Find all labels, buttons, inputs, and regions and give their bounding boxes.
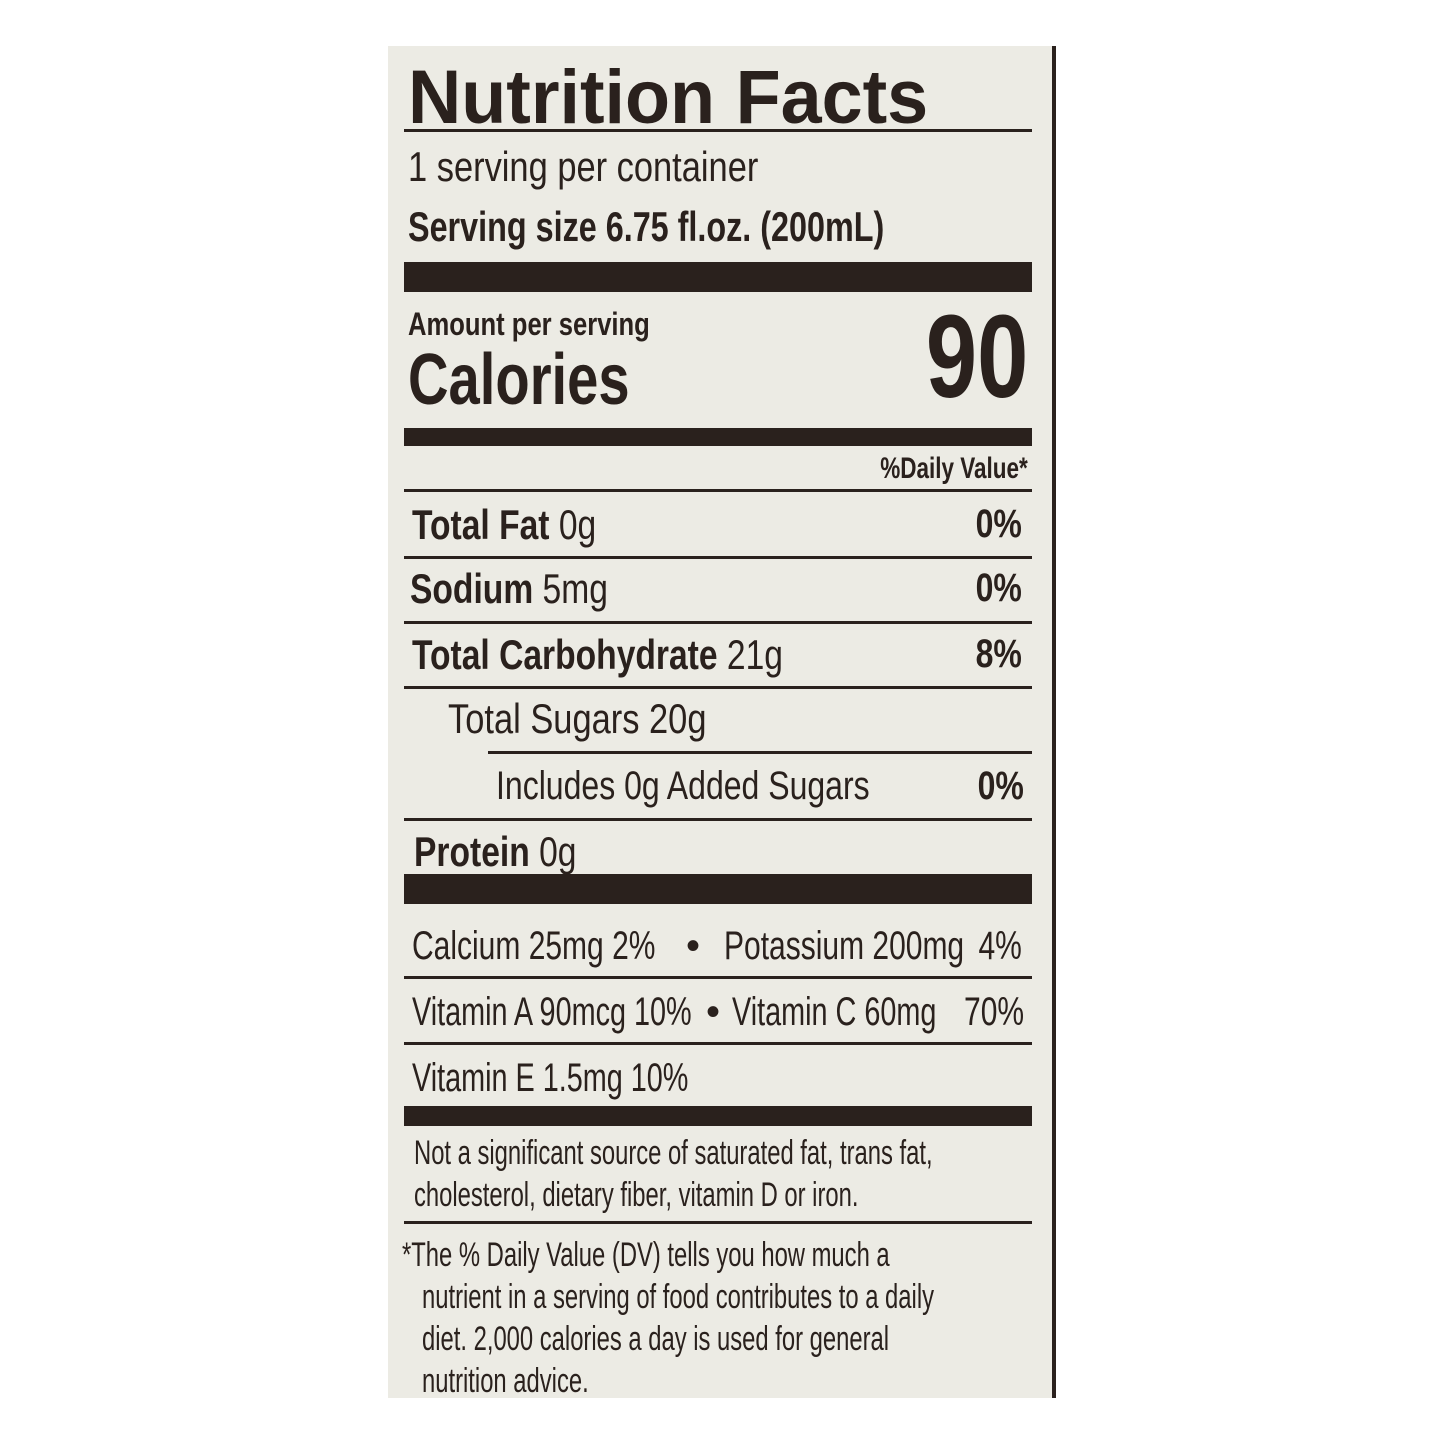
nutrient-label: Sodium 5mg: [410, 565, 608, 612]
divider: [404, 621, 1032, 624]
amount-per-serving: Amount per serving: [408, 306, 650, 342]
vitamin-item: Vitamin C 60mg: [732, 990, 937, 1034]
footnote-line: nutrition advice.: [422, 1362, 589, 1400]
divider: [404, 686, 1032, 689]
total-sugars: Total Sugars 20g: [448, 695, 707, 742]
thick-divider: [404, 262, 1032, 292]
thick-divider: [404, 874, 1032, 904]
serving-size: Serving size 6.75 fl.oz. (200mL): [408, 203, 885, 250]
divider: [404, 556, 1032, 559]
nutrient-label: Protein 0g: [414, 828, 577, 875]
calories-value: 90: [925, 291, 1028, 423]
bullet: •: [686, 924, 701, 968]
daily-value-header: %Daily Value*: [880, 452, 1028, 485]
nutrient-dv: 0%: [975, 566, 1022, 610]
nutrient-dv: 0%: [977, 764, 1024, 808]
divider: [404, 129, 1032, 132]
footnote-line: diet. 2,000 calories a day is used for g…: [422, 1320, 890, 1358]
thick-divider: [404, 1106, 1032, 1126]
footnote-line: nutrient in a serving of food contribute…: [422, 1278, 935, 1316]
vitamin-row: Calcium 25mg 2%: [412, 924, 656, 968]
divider: [488, 751, 1032, 754]
vitamin-item: Potassium 200mg: [724, 924, 965, 968]
medium-divider: [404, 428, 1032, 446]
divider: [404, 1042, 1032, 1045]
nutrient-label: Total Fat 0g: [412, 501, 597, 548]
bullet: •: [706, 990, 721, 1034]
not-significant-line: Not a significant source of saturated fa…: [414, 1134, 933, 1172]
title: Nutrition Facts: [408, 55, 929, 140]
divider: [404, 976, 1032, 979]
not-significant-line: cholesterol, dietary fiber, vitamin D or…: [414, 1176, 859, 1214]
divider: [404, 1221, 1032, 1224]
vitamin-row: Vitamin A 90mcg 10%: [412, 990, 692, 1034]
vitamin-dv: 4%: [978, 924, 1022, 968]
nutrient-dv: 0%: [975, 502, 1022, 546]
divider: [404, 818, 1032, 821]
nutrient-label: Total Carbohydrate 21g: [412, 631, 783, 678]
vitamin-row: Vitamin E 1.5mg 10%: [412, 1056, 689, 1100]
servings-per-container: 1 serving per container: [408, 143, 759, 190]
divider: [404, 489, 1032, 492]
nutrition-facts-panel: Nutrition Facts 1 serving per container …: [388, 46, 1056, 1398]
calories-label: Calories: [408, 340, 630, 420]
nutrient-dv: 8%: [975, 632, 1022, 676]
vitamin-dv: 70%: [963, 990, 1024, 1034]
added-sugars: Includes 0g Added Sugars: [496, 764, 870, 808]
footnote-line: *The % Daily Value (DV) tells you how mu…: [402, 1236, 890, 1274]
